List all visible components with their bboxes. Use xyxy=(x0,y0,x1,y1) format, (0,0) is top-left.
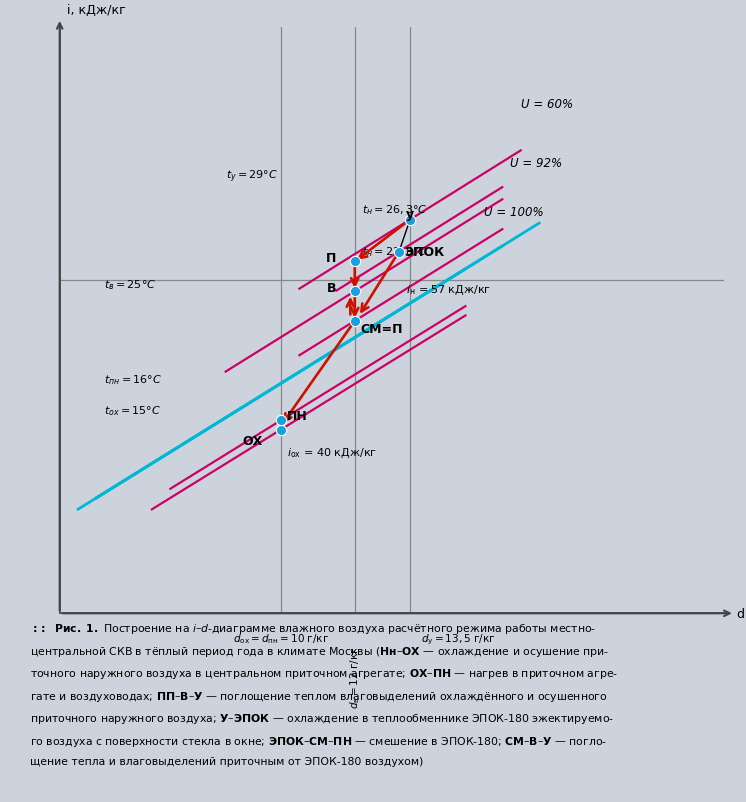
Text: $t_{в} = 25°C$: $t_{в} = 25°C$ xyxy=(104,277,157,292)
Text: СМ=П: СМ=П xyxy=(360,322,403,335)
Text: U = 92%: U = 92% xyxy=(510,156,562,170)
Text: $\bf{::}$  $\bf{Рис.\ 1.}$ Построение на $i$–$d$-диаграмме влажного воздуха расч: $\bf{::}$ $\bf{Рис.\ 1.}$ Построение на … xyxy=(30,622,596,635)
Text: U = 100%: U = 100% xyxy=(484,206,544,219)
Text: $t_{н} = 26,3°C$: $t_{н} = 26,3°C$ xyxy=(362,203,427,217)
Text: $t_{у} = 29°C$: $t_{у} = 29°C$ xyxy=(226,168,278,185)
Text: U = 60%: U = 60% xyxy=(521,98,573,111)
Text: ПН: ПН xyxy=(286,410,307,423)
Text: П: П xyxy=(326,252,336,265)
Text: $t_{ох} = 15°C$: $t_{ох} = 15°C$ xyxy=(104,404,161,418)
Text: у: у xyxy=(406,208,414,221)
Point xyxy=(393,245,405,258)
Point xyxy=(349,256,361,269)
Text: $t_{пн} = 16°C$: $t_{пн} = 16°C$ xyxy=(104,372,162,387)
Point xyxy=(275,423,287,436)
Point xyxy=(404,214,416,227)
Text: го воздуха с поверхности стекла в окне; $\bf{ЭПОК–СМ–ПН}$ — смешение в ЭПОК-180;: го воздуха с поверхности стекла в окне; … xyxy=(30,734,607,747)
Text: i, кДж/кг: i, кДж/кг xyxy=(67,4,126,18)
Text: ОХ: ОХ xyxy=(242,435,263,448)
Text: точного наружного воздуха в центральном приточном агрегате; $\bf{ОХ–ПН}$ — нагре: точного наружного воздуха в центральном … xyxy=(30,666,618,680)
Text: гате и воздуховодах; $\bf{ПП–В–У}$ — поглощение теплом влаговыделений охлаждённо: гате и воздуховодах; $\bf{ПП–В–У}$ — пог… xyxy=(30,689,607,703)
Text: $d_{\rm у}=13,5$ г/кг: $d_{\rm у}=13,5$ г/кг xyxy=(421,631,496,646)
Point xyxy=(275,415,287,427)
Text: ЭПОК: ЭПОК xyxy=(404,245,445,259)
Text: приточного наружного воздуха; $\bf{У–ЭПОК}$ — охлаждение в теплообменнике ЭПОК-1: приточного наружного воздуха; $\bf{У–ЭПО… xyxy=(30,711,614,725)
Text: $d_{\rm ох}=d_{\rm пн}=10$ г/кг: $d_{\rm ох}=d_{\rm пн}=10$ г/кг xyxy=(233,631,329,646)
Text: щение тепла и влаговыделений приточным от ЭПОК-180 воздухом): щение тепла и влаговыделений приточным о… xyxy=(30,756,423,766)
Text: $i_{\rm н}$ = 57 кДж/кг: $i_{\rm н}$ = 57 кДж/кг xyxy=(407,284,492,297)
Text: $t_{н} = 21,8°C$: $t_{н} = 21,8°C$ xyxy=(362,245,427,258)
Text: В: В xyxy=(327,282,336,294)
Text: d, г/кг: d, г/кг xyxy=(736,607,746,620)
Point xyxy=(349,315,361,328)
Text: центральной СКВ в тёплый период года в климате Москвы ($\bf{Нн–ОХ}$ — охлаждение: центральной СКВ в тёплый период года в к… xyxy=(30,644,609,658)
Point xyxy=(349,286,361,298)
Text: $d_{\rm в}=12$ г/кг: $d_{\rm в}=12$ г/кг xyxy=(348,645,362,707)
Text: $i_{\rm ох}$ = 40 кДж/кг: $i_{\rm ох}$ = 40 кДж/кг xyxy=(286,446,377,460)
